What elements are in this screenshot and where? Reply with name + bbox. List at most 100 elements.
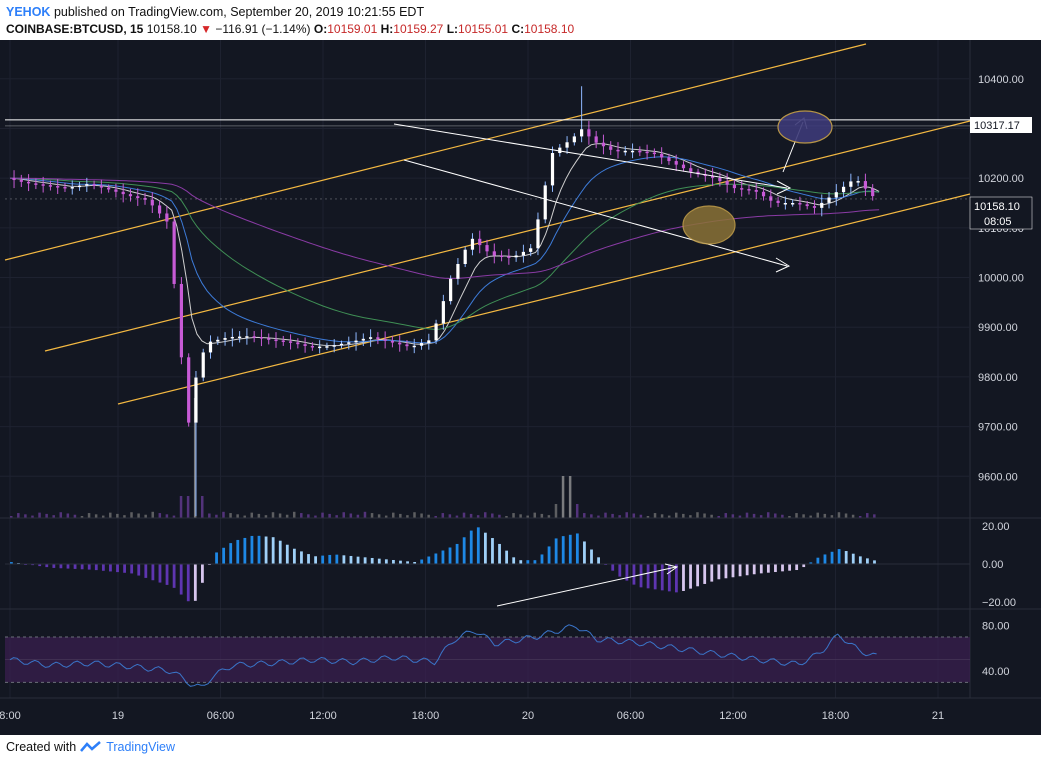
candle-body: [805, 204, 809, 207]
price-axis-panel[interactable]: [970, 40, 1041, 735]
volume-bar: [31, 515, 34, 518]
candle-body: [783, 202, 787, 205]
candle-body: [747, 189, 751, 191]
candle-body: [107, 187, 111, 190]
histogram-bar: [858, 556, 862, 564]
volume-bar: [427, 514, 430, 518]
candle-body: [354, 340, 358, 343]
support-ellipse[interactable]: [682, 205, 736, 245]
wedge-lower-line[interactable]: [403, 159, 788, 267]
volume-bar: [788, 516, 791, 518]
volume-bar: [766, 512, 770, 518]
candle-body: [310, 345, 314, 348]
rsi-axis: 80.00 40.00: [982, 621, 1010, 678]
candle-body: [558, 147, 562, 154]
volume-bar: [816, 512, 819, 518]
volume-bar: [483, 512, 487, 518]
histogram-bar: [639, 564, 643, 588]
last-price: 10158.10: [146, 22, 197, 36]
histogram-bar: [264, 536, 268, 564]
price-tick-label: 9600.00: [978, 471, 1018, 483]
candle-body: [288, 341, 293, 343]
histogram-bar: [335, 554, 339, 564]
tradingview-brand[interactable]: TradingView: [106, 740, 175, 754]
volume-bar: [109, 512, 112, 518]
histogram-bar: [300, 551, 303, 564]
channel-upper-line[interactable]: [4, 43, 867, 261]
author-name[interactable]: YEHOK: [6, 5, 51, 19]
created-with-text: Created with: [6, 740, 77, 754]
volume-bar: [830, 515, 834, 518]
histogram-bar: [307, 554, 310, 564]
candle-body: [601, 142, 606, 147]
volume-bar: [774, 513, 777, 518]
user-drawings[interactable]: [5, 110, 970, 273]
channel-middle-line[interactable]: [44, 120, 971, 352]
histogram-bar: [667, 564, 671, 592]
candle-body: [26, 181, 31, 184]
candle-body: [325, 346, 329, 348]
candle-body: [238, 336, 242, 339]
volume-bar: [745, 512, 749, 518]
histogram-bar: [427, 556, 431, 564]
candle-body: [638, 150, 642, 153]
histogram-bar: [682, 564, 685, 591]
histogram-bar: [328, 554, 332, 564]
histogram-bar: [193, 564, 197, 601]
tradingview-logo-icon: [80, 741, 102, 752]
histogram-bar: [766, 564, 770, 573]
chart-canvas[interactable]: 10400.0010300.0010200.0010100.0010000.00…: [0, 40, 1041, 735]
target-ellipse[interactable]: [777, 110, 833, 144]
volume-bar: [201, 496, 204, 518]
histogram-bar: [823, 554, 827, 564]
candle-body: [572, 136, 576, 143]
histogram-bar: [469, 530, 473, 564]
histogram-bar: [455, 543, 459, 564]
volume-bar: [292, 511, 296, 518]
volume-bar: [24, 514, 27, 518]
histogram-bar: [158, 564, 162, 583]
symbol-name[interactable]: COINBASE:BTCUSD, 15: [6, 22, 144, 36]
candle-body: [652, 152, 656, 155]
open-value: 10159.01: [327, 22, 378, 36]
oscillator-histogram: [5, 527, 970, 607]
candle-body: [230, 336, 234, 339]
candle-body: [398, 342, 402, 345]
volume-bar: [710, 514, 713, 518]
volume-bar: [873, 514, 876, 518]
histogram-bar: [229, 543, 233, 564]
candle-body: [456, 264, 460, 279]
channel-lower-line[interactable]: [117, 193, 971, 405]
sma-long-line: [9, 177, 880, 280]
histogram-bar: [413, 561, 417, 564]
time-axis[interactable]: 8:00 19 06:00 12:00 18:00 20 06:00 12:00 18:00 21: [0, 710, 944, 722]
divergence-line[interactable]: [496, 566, 677, 607]
price-tick-label: 9800.00: [978, 372, 1018, 384]
histogram-bar: [186, 564, 190, 602]
candle-body: [347, 342, 351, 344]
volume-bar: [10, 516, 13, 518]
volume-bar: [752, 513, 756, 518]
candle-body: [172, 221, 176, 284]
volume-bar: [257, 513, 261, 518]
volume-bar: [646, 516, 650, 518]
candle-body: [12, 178, 16, 181]
histogram-bar: [101, 564, 105, 571]
wedge-upper-arrowhead-icon: [776, 180, 792, 195]
volume-bar: [851, 514, 855, 518]
histogram-bar: [314, 556, 318, 564]
volume-bar: [441, 513, 445, 518]
histogram-bar: [788, 564, 791, 571]
volume-bar: [101, 515, 105, 518]
histogram-bar: [583, 541, 586, 564]
volume-bar: [87, 513, 91, 518]
volume-bar: [94, 514, 98, 518]
wedge-upper-line[interactable]: [393, 123, 788, 189]
open-label: O:: [313, 22, 328, 36]
histogram-bar: [866, 558, 869, 564]
volume-bar: [229, 513, 232, 518]
histogram-bar: [87, 564, 91, 570]
histogram-bar: [632, 564, 636, 585]
volume-bar: [731, 514, 735, 518]
low-label: L:: [446, 22, 459, 36]
